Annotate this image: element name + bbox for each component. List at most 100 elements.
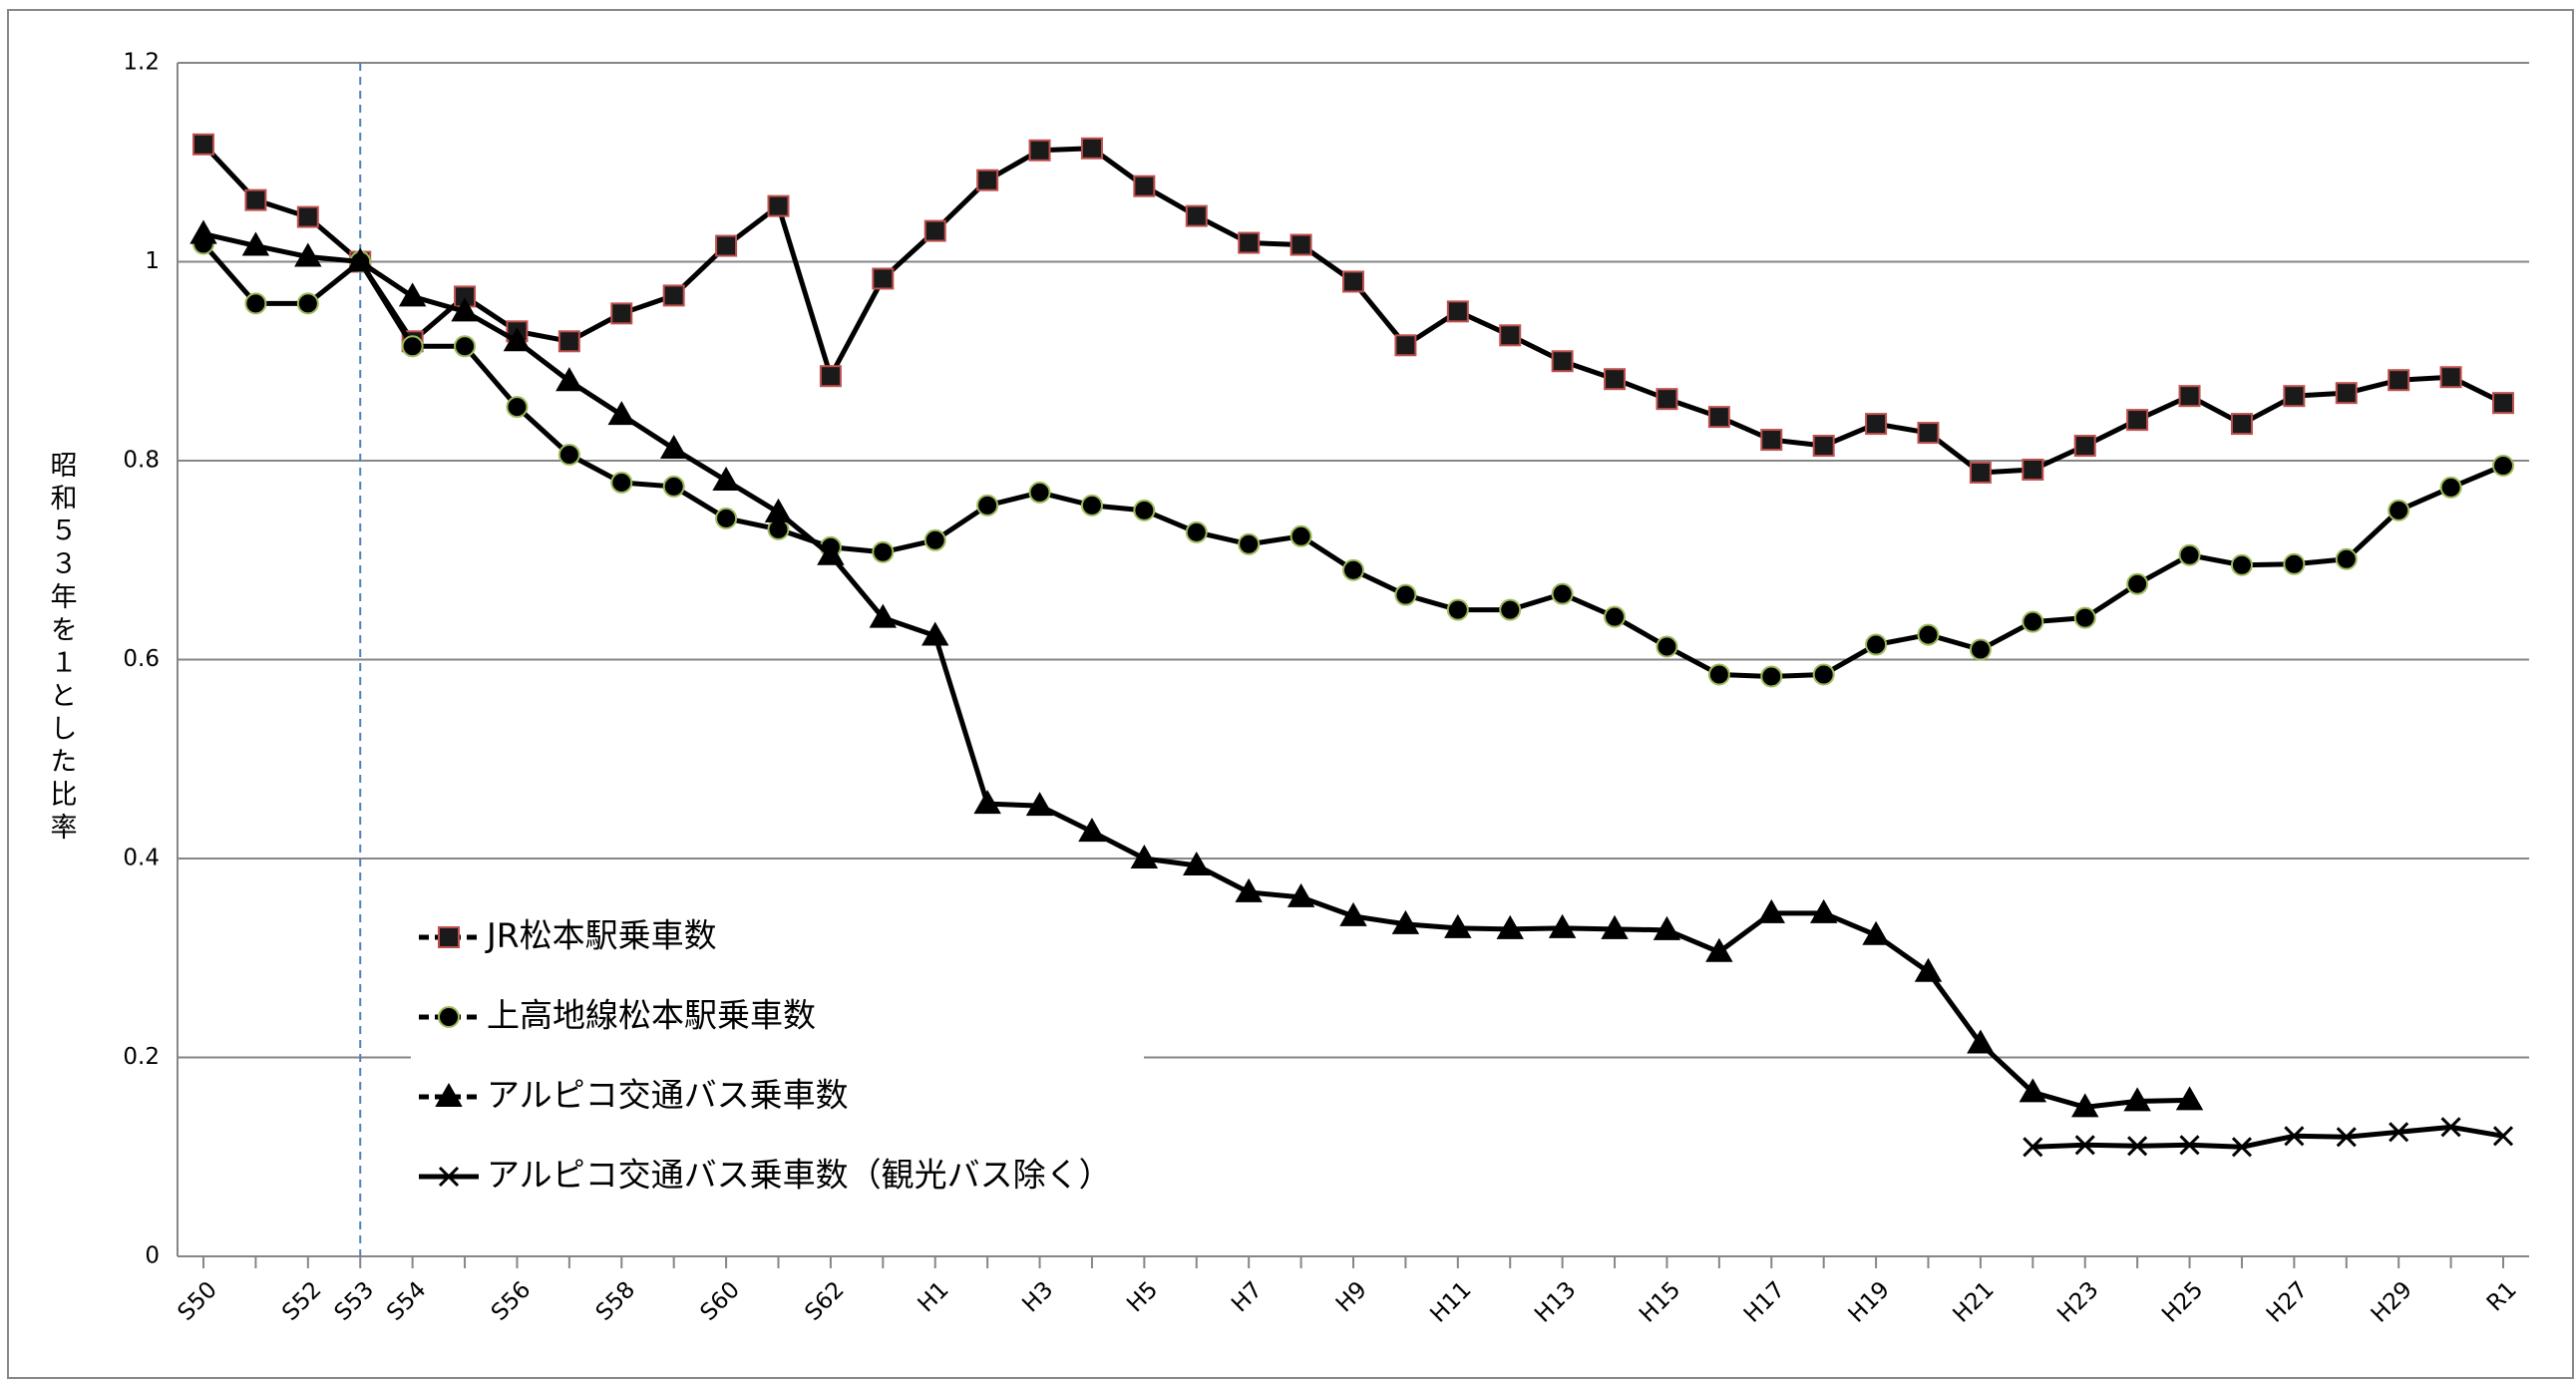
data-point [2336,1127,2357,1148]
data-point [1653,915,1681,940]
y-tick-label: 0 [145,1243,160,1269]
legend-label: アルピコ交通バス乗車数 [487,1076,849,1115]
data-point [659,435,688,460]
data-point [610,471,633,494]
data-point [1760,429,1783,452]
data-point [764,498,793,522]
data-point [767,194,790,217]
data-point [1238,532,1261,555]
data-point [1760,665,1783,688]
data-point [1707,663,1730,686]
data-point [2178,385,2201,408]
data-point [1969,461,1992,484]
data-point [1080,137,1103,160]
data-point [872,540,895,563]
legend-marker [435,1082,463,1107]
data-point [2175,1086,2204,1111]
data-point [451,297,479,322]
data-point [923,528,946,551]
data-point [1656,635,1678,658]
y-tick-label: 0.8 [123,448,160,474]
data-point [1446,300,1469,323]
data-point [192,133,214,156]
data-point [1130,844,1159,868]
data-point [869,603,898,628]
data-point [2439,366,2462,389]
data-point [1025,792,1054,817]
data-point [1809,898,1838,923]
data-point [2284,1126,2305,1147]
data-point [2230,413,2253,436]
data-point [2019,1078,2047,1103]
data-point [2126,572,2149,595]
data-point [973,790,1001,815]
data-point [1865,633,1888,656]
data-point [454,335,477,358]
data-point [1394,583,1417,606]
data-point [2022,610,2044,633]
data-point [241,231,270,256]
data-point [2022,458,2044,481]
data-point [1287,882,1315,907]
data-point [2335,547,2358,570]
data-point [976,169,999,191]
data-point [923,219,946,242]
data-point [976,494,999,517]
data-point [1812,435,1835,458]
data-point [2440,1117,2461,1138]
data-point [1183,851,1211,875]
data-point [503,327,532,352]
data-point [296,205,319,228]
data-point [1289,233,1312,256]
data-point [1444,913,1472,938]
data-point [2179,1135,2200,1156]
data-point [1446,598,1469,621]
data-point [1496,914,1524,939]
data-point [610,302,633,325]
data-point [2492,1126,2514,1147]
y-tick-label: 1.2 [123,50,160,76]
data-point [1914,957,1943,982]
y-tick-label: 0.2 [123,1044,160,1070]
data-point [1656,388,1678,411]
data-point [2127,1136,2148,1157]
data-point [2123,1087,2151,1112]
data-point [1551,582,1574,605]
y-axis-label: 昭和５３年を１とした比率 [46,451,78,846]
data-point [1969,638,1992,661]
legend-marker [438,1006,460,1028]
data-point [296,292,319,315]
data-point [2178,543,2201,566]
data-point [1080,494,1103,517]
chart-frame [7,9,2574,1379]
data-point [1604,605,1627,628]
data-point [557,330,580,353]
data-point [1133,174,1156,197]
data-point [817,540,845,565]
series-line [2032,1124,2504,1150]
data-point [1235,877,1263,902]
data-point [2073,606,2096,629]
data-point [2389,1122,2409,1143]
y-tick-label: 0.4 [123,846,160,871]
data-point [1707,406,1730,429]
data-point [244,188,267,211]
data-point [1185,520,1208,543]
data-point [506,396,529,419]
data-point [2335,382,2358,405]
legend-box [411,895,1144,1214]
data-point [346,247,374,272]
data-point [1967,1029,1995,1054]
data-point [401,335,424,358]
data-point [2126,409,2149,432]
data-point [1238,231,1261,254]
data-point [2231,1137,2253,1158]
data-point [2023,1137,2043,1158]
data-point [1757,898,1785,923]
data-point [1499,598,1522,621]
legend-label: 上高地線松本駅乗車数 [487,996,816,1035]
data-point [1865,413,1888,436]
data-point [2283,385,2306,408]
legend-label: アルピコ交通バス乗車数（観光バス除く） [487,1156,1112,1195]
